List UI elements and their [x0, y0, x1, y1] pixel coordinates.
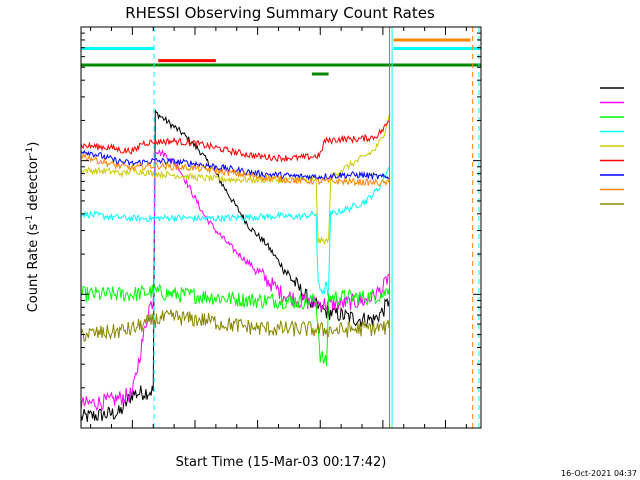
y-axis-label-sup2: -1 — [25, 147, 35, 156]
series-line-4 — [80, 114, 390, 245]
series-line-8 — [80, 309, 390, 342]
series-line-5 — [80, 120, 390, 163]
y-axis-label-mid: detector — [26, 155, 41, 215]
legend — [600, 87, 624, 205]
y-axis-label-sup1: -1 — [25, 215, 35, 224]
series-line-2 — [80, 283, 390, 367]
series-layer — [80, 109, 390, 422]
y-axis-label-main: Count Rate (s — [26, 224, 41, 313]
y-axis-label: Count Rate (s-1 detector-1) — [25, 142, 41, 313]
series-line-1 — [80, 149, 390, 412]
series-line-0 — [80, 109, 390, 422]
plot-frame — [80, 26, 482, 429]
vline-layer — [153, 27, 480, 428]
flags-layer — [81, 38, 481, 76]
y-axis-label-end: ) — [26, 142, 41, 147]
series-line-7 — [80, 152, 390, 187]
chart-title: RHESSI Observing Summary Count Rates — [125, 4, 435, 22]
axis-layer — [81, 26, 481, 429]
timestamp: 16-Oct-2021 04:37 — [561, 469, 637, 478]
x-axis-label: Start Time (15-Mar-03 00:17:42) — [176, 455, 387, 470]
series-line-3 — [80, 166, 390, 296]
